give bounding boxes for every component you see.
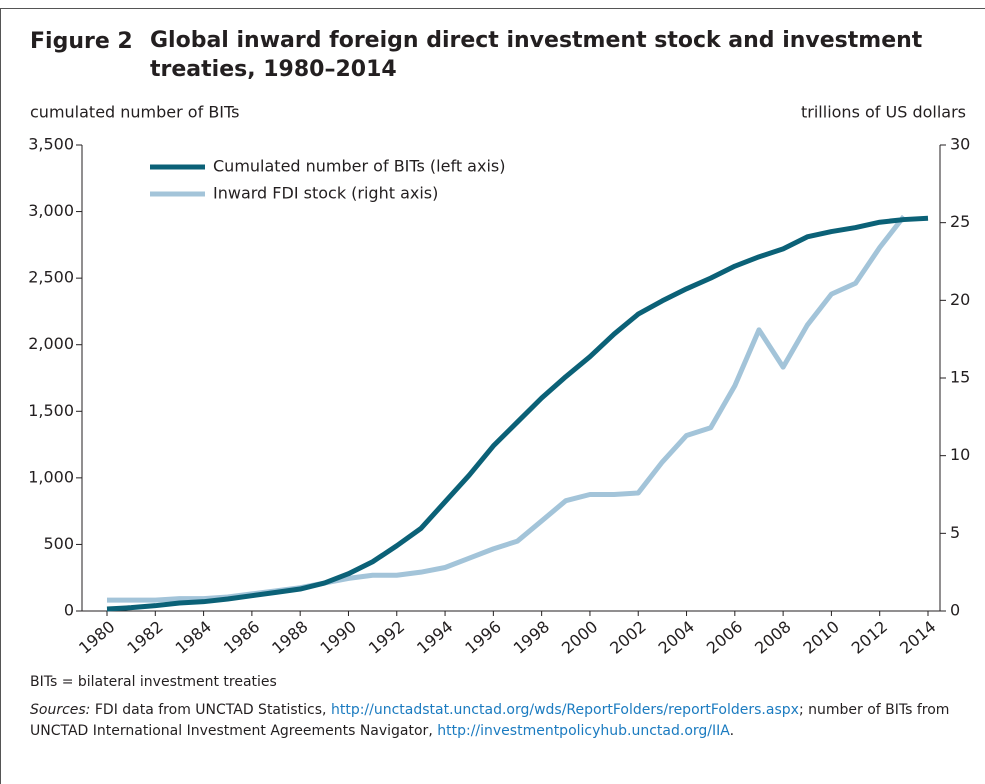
x-tick-label: 2010 xyxy=(799,617,842,658)
y2-tick-label: 0 xyxy=(950,601,960,620)
y2-tick-label: 15 xyxy=(950,368,970,387)
sources-text: . xyxy=(729,723,735,739)
y-tick-label: 3,500 xyxy=(28,135,74,154)
frame xyxy=(0,8,985,784)
x-tick-label: 1982 xyxy=(123,617,166,658)
y2-axis-label: trillions of US dollars xyxy=(801,103,966,122)
y2-tick-label: 10 xyxy=(950,445,970,464)
x-tick-label: 1980 xyxy=(75,617,118,658)
abbreviation-note: BITs = bilateral investment treaties xyxy=(30,674,277,690)
sources-text: ; number of BITs from UNCTAD Internation… xyxy=(30,702,950,739)
y-tick-label: 1,500 xyxy=(28,401,74,420)
legend-label: Inward FDI stock (right axis) xyxy=(213,184,438,203)
x-tick-label: 2000 xyxy=(558,617,601,658)
y2-tick-label: 20 xyxy=(950,290,970,309)
y-tick-label: 2,500 xyxy=(28,268,74,287)
x-tick-label: 2006 xyxy=(703,617,746,658)
y-axis-label: cumulated number of BITs xyxy=(30,103,239,122)
x-tick-label: 1998 xyxy=(510,617,553,658)
series-line xyxy=(106,215,929,612)
x-tick-label: 1988 xyxy=(268,617,311,658)
sources-label: Sources: xyxy=(30,702,91,718)
x-tick-label: 2008 xyxy=(751,617,794,658)
x-tick-label: 2014 xyxy=(896,617,939,658)
sources-note: Sources: FDI data from UNCTAD Statistics… xyxy=(30,700,960,742)
y2-tick-label: 30 xyxy=(950,135,970,154)
figure-label: Figure 2 xyxy=(30,29,133,54)
sources-link[interactable]: http://unctadstat.unctad.org/wds/ReportF… xyxy=(330,702,799,718)
y2-tick-label: 5 xyxy=(950,523,960,542)
series-line xyxy=(107,214,906,603)
x-tick-label: 2012 xyxy=(848,617,891,658)
x-tick-label: 1996 xyxy=(461,617,504,658)
chart-title: Global inward foreign direct investment … xyxy=(150,28,923,82)
x-tick-label: 1990 xyxy=(317,617,360,658)
y-tick-label: 0 xyxy=(64,601,74,620)
sources-link[interactable]: http://investmentpolicyhub.unctad.org/II… xyxy=(437,723,730,739)
legend-label: Cumulated number of BITs (left axis) xyxy=(213,157,505,176)
x-tick-label: 1992 xyxy=(365,617,408,658)
y-tick-label: 1,000 xyxy=(28,467,74,486)
y2-tick-label: 25 xyxy=(950,212,970,231)
x-tick-label: 1986 xyxy=(220,617,263,658)
y-tick-label: 2,000 xyxy=(28,334,74,353)
x-tick-label: 1994 xyxy=(413,617,456,658)
title-box: Global inward foreign direct investment … xyxy=(150,28,923,82)
x-tick-label: 2004 xyxy=(655,617,698,658)
x-tick-label: 1984 xyxy=(172,617,215,658)
y-tick-label: 3,000 xyxy=(28,201,74,220)
x-tick-label: 2002 xyxy=(606,617,649,658)
sources-text: FDI data from UNCTAD Statistics, xyxy=(94,702,327,718)
y-tick-label: 500 xyxy=(43,534,74,553)
